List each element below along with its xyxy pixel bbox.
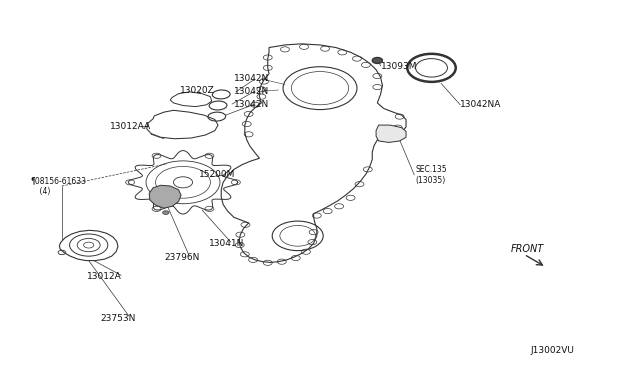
Text: 23753N: 23753N <box>100 314 136 323</box>
Text: 13042N: 13042N <box>234 74 269 83</box>
Text: ¶08156-61633
    (4): ¶08156-61633 (4) <box>30 176 86 196</box>
Text: 13042NA: 13042NA <box>460 100 502 109</box>
Polygon shape <box>60 230 118 260</box>
Circle shape <box>163 211 169 214</box>
Circle shape <box>372 58 383 63</box>
Text: 13093M: 13093M <box>381 61 417 71</box>
Text: J13002VU: J13002VU <box>531 346 574 355</box>
Circle shape <box>389 131 394 134</box>
Polygon shape <box>221 44 406 262</box>
Text: 15200M: 15200M <box>199 170 236 179</box>
Text: 13012AA: 13012AA <box>109 122 151 131</box>
Polygon shape <box>170 92 212 107</box>
Polygon shape <box>147 110 218 139</box>
Text: 13042N: 13042N <box>234 87 269 96</box>
Text: 13012A: 13012A <box>88 272 122 281</box>
Text: SEC.135
(13035): SEC.135 (13035) <box>415 165 447 185</box>
Text: 13041N: 13041N <box>209 239 244 248</box>
Text: 13042N: 13042N <box>234 100 269 109</box>
Polygon shape <box>376 125 406 142</box>
Polygon shape <box>149 185 181 208</box>
Text: 13020Z: 13020Z <box>180 86 214 94</box>
Text: FRONT: FRONT <box>511 244 545 254</box>
Text: 23796N: 23796N <box>164 253 199 263</box>
